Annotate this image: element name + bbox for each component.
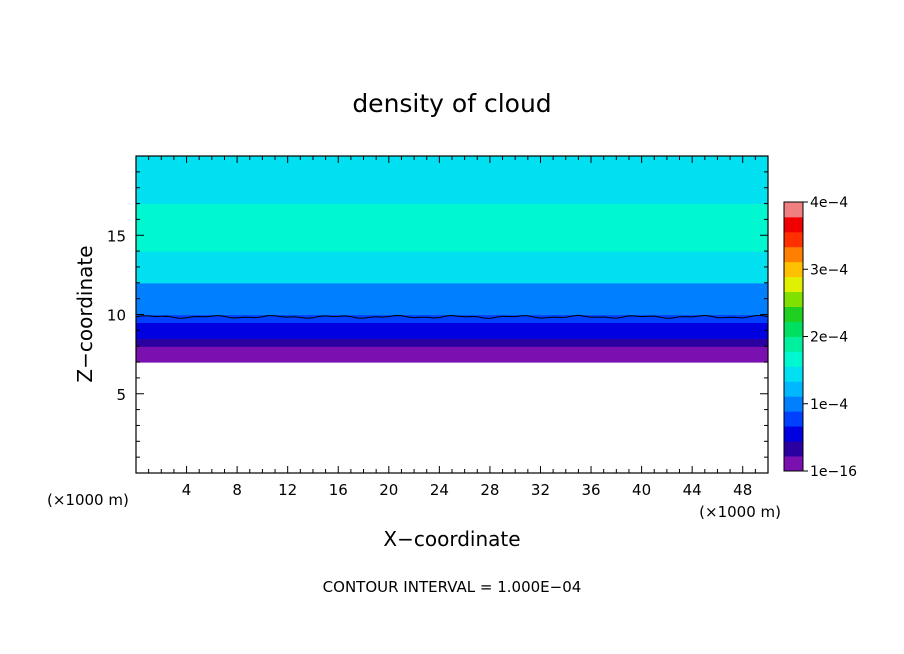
x-tick-label: 8 <box>232 481 242 499</box>
density-band <box>136 251 768 268</box>
colorbar-swatch <box>784 441 803 457</box>
colorbar-swatch <box>784 426 803 442</box>
x-tick-label: 44 <box>683 481 702 499</box>
density-band <box>136 298 768 308</box>
colorbar-swatch <box>784 396 803 412</box>
density-band <box>136 266 768 284</box>
y-axis-unit-label: (×1000 m) <box>47 491 129 509</box>
colorbar-swatch <box>784 216 803 233</box>
x-tick-label: 28 <box>480 481 499 499</box>
density-band <box>136 171 768 189</box>
colorbar-swatch <box>784 321 803 337</box>
density-band <box>136 354 768 363</box>
colorbar-tick-label: 4e−4 <box>810 195 848 211</box>
density-band <box>136 314 768 323</box>
colorbar-swatch <box>784 202 803 218</box>
colorbar-swatch <box>784 246 803 263</box>
density-band <box>136 322 768 331</box>
density-band <box>136 338 768 347</box>
x-tick-label: 4 <box>182 481 192 499</box>
colorbar-swatch <box>784 261 803 278</box>
y-tick-label: 15 <box>107 227 126 245</box>
colorbar <box>784 202 803 472</box>
colorbar-ticks: 1e−16 1e−4 2e−4 3e−4 4e−4 <box>803 195 857 480</box>
x-tick-label: 20 <box>379 481 398 499</box>
y-tick-label: 5 <box>116 386 126 404</box>
density-band <box>136 306 768 316</box>
colorbar-swatch <box>784 231 803 248</box>
x-tick-label: 24 <box>430 481 449 499</box>
x-tick-label: 12 <box>278 481 297 499</box>
density-band <box>136 282 768 300</box>
density-band <box>136 203 768 220</box>
contour-line <box>135 314 769 319</box>
colorbar-tick-label: 3e−4 <box>810 262 848 278</box>
density-field <box>136 156 768 363</box>
density-band <box>136 330 768 339</box>
x-tick-label: 16 <box>329 481 348 499</box>
colorbar-swatch <box>784 336 803 352</box>
colorbar-swatch <box>784 456 803 472</box>
density-band <box>136 219 768 252</box>
density-band <box>136 187 768 205</box>
colorbar-swatch <box>784 276 803 293</box>
x-axis-ticks: 4 8 12 16 20 24 28 32 36 40 44 48 <box>148 156 756 499</box>
y-tick-label: 10 <box>107 307 126 325</box>
density-band <box>136 156 768 173</box>
colorbar-swatch <box>784 306 803 322</box>
x-tick-label: 36 <box>581 481 600 499</box>
colorbar-tick-label: 2e−4 <box>810 330 848 346</box>
chart-title: density of cloud <box>352 89 551 118</box>
colorbar-swatch <box>784 351 803 367</box>
y-axis-ticks: 5 10 15 <box>107 171 768 458</box>
colorbar-swatch <box>784 411 803 427</box>
colorbar-tick-label: 1e−4 <box>810 397 848 413</box>
colorbar-tick-label: 1e−16 <box>810 464 857 480</box>
x-axis-unit-label: (×1000 m) <box>699 503 781 521</box>
x-tick-label: 40 <box>632 481 651 499</box>
contour-interval-note: CONTOUR INTERVAL = 1.000E−04 <box>323 578 582 596</box>
colorbar-swatch <box>784 381 803 397</box>
y-axis-label: Z−coordinate <box>73 245 97 382</box>
density-band <box>136 346 768 355</box>
colorbar-swatch <box>784 366 803 382</box>
x-tick-label: 32 <box>531 481 550 499</box>
x-axis-label: X−coordinate <box>383 527 520 551</box>
colorbar-swatch <box>784 291 803 308</box>
x-tick-label: 48 <box>733 481 752 499</box>
